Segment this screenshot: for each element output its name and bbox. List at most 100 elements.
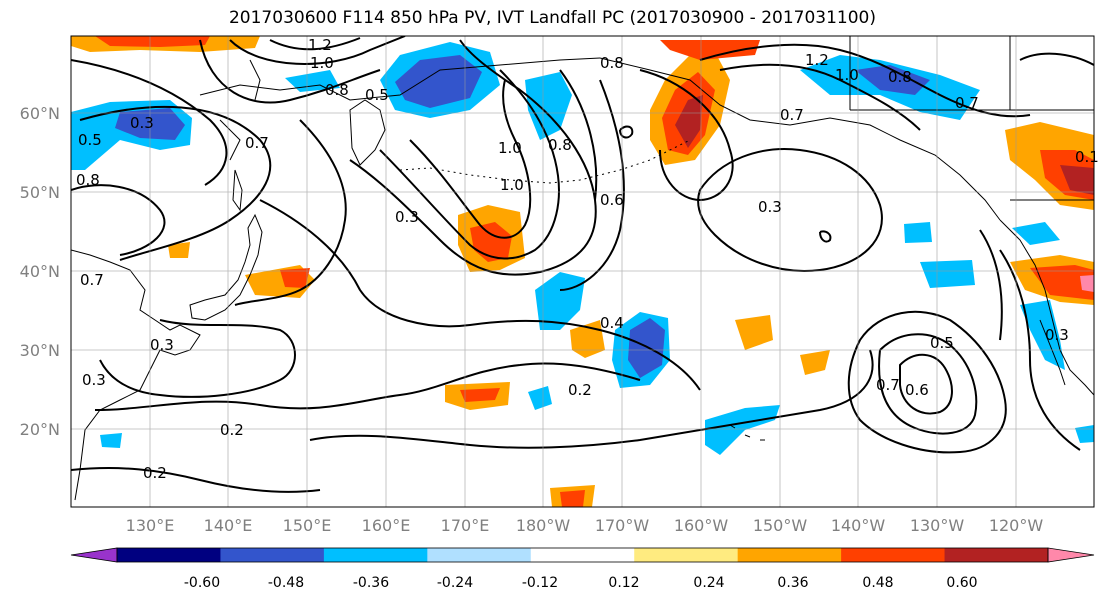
- lat-label: 60°N: [20, 104, 60, 123]
- lon-label: 130°W: [910, 516, 965, 535]
- positive-anomaly-patch: [800, 350, 830, 375]
- contour-label: 0.3: [82, 371, 106, 389]
- mountain-ridge: [219, 59, 261, 161]
- colorbar-segment: [944, 548, 1049, 562]
- negative-anomaly-patch: [855, 65, 930, 95]
- colorbar-extend-low: [70, 547, 118, 563]
- colorbar-segment: [117, 548, 221, 562]
- colorbar-tick-labels: -0.60 -0.48 -0.36 -0.24 -0.12 0.12 0.24 …: [184, 575, 978, 591]
- contour-line: [559, 79, 625, 291]
- contour-line: [229, 36, 406, 65]
- negative-anomaly-patch: [628, 318, 665, 378]
- contour-label: 0.8: [888, 68, 912, 86]
- positive-anomaly-patch: [95, 36, 210, 47]
- contour-line: [719, 63, 921, 131]
- sakhalin-coastline: [232, 169, 243, 212]
- contour-label: 0.5: [365, 86, 389, 104]
- contour-line: [697, 148, 883, 272]
- contour-label: 1.0: [500, 176, 524, 194]
- contour-line: [349, 39, 597, 276]
- contour-line: [559, 69, 598, 201]
- contour-line: [309, 349, 874, 449]
- aleutian-chain: [399, 139, 691, 184]
- colorbar-segment: [530, 548, 635, 562]
- negative-anomaly-patch: [705, 405, 780, 455]
- colorbar-tick-label: -0.24: [437, 575, 473, 591]
- contour-line: [94, 362, 641, 411]
- colorbar-tick-label: -0.12: [522, 575, 558, 591]
- colorbar: [70, 547, 1095, 563]
- contour-label: 0.7: [245, 134, 269, 152]
- colorbar-frame: [116, 547, 1049, 563]
- positive-anomaly-patch: [168, 242, 190, 258]
- contour-line: [979, 229, 1003, 341]
- contour-line: [234, 119, 347, 306]
- contour-line: [1019, 52, 1094, 66]
- negative-anomaly-patch: [1012, 222, 1060, 245]
- colorbar-segment: [737, 548, 842, 562]
- lon-label: 170°E: [441, 516, 490, 535]
- contour-label: 0.6: [905, 381, 929, 399]
- contour-label: 1.2: [308, 36, 332, 54]
- contour-label: 0.2: [220, 421, 244, 439]
- contour-line: [199, 39, 381, 104]
- colorbar-tick-label: 0.12: [608, 575, 639, 591]
- contour-line: [819, 230, 832, 243]
- colorbar-tick-label: -0.60: [184, 575, 220, 591]
- asia-coastline: [71, 249, 201, 501]
- contour-line: [899, 353, 953, 415]
- colorbar-segment: [427, 548, 532, 562]
- positive-anomaly-patch: [735, 315, 773, 350]
- contour-line: [71, 59, 228, 186]
- lon-label: 160°W: [674, 516, 729, 535]
- coastline-layer: [71, 36, 1094, 501]
- contour-label: 0.8: [76, 171, 100, 189]
- contour-label: 0.6: [600, 191, 624, 209]
- map-frame: [70, 35, 1095, 508]
- baja-coastline: [1039, 319, 1066, 386]
- contour-label: 0.8: [600, 54, 624, 72]
- positive-anomaly-patch: [280, 268, 310, 288]
- contour-label: 1.0: [310, 54, 334, 72]
- lon-label: 150°E: [283, 516, 332, 535]
- negative-anomaly-patch: [535, 272, 585, 330]
- lat-label: 20°N: [20, 420, 60, 439]
- contour-line: [259, 199, 701, 391]
- contour-label: 0.8: [325, 81, 349, 99]
- contour-line: [639, 69, 734, 202]
- positive-anomaly-patch: [675, 95, 703, 148]
- contour-label: 0.5: [930, 334, 954, 352]
- contour-label: 0.1: [1075, 148, 1099, 166]
- colorbar-tick-label: 0.60: [946, 575, 977, 591]
- positive-anomaly-patch: [1080, 275, 1094, 292]
- negative-anomaly-patch: [525, 72, 572, 140]
- positive-anomaly-patch: [460, 388, 500, 402]
- contour-line: [71, 184, 166, 256]
- colorbar-tick-label: -0.48: [268, 575, 304, 591]
- contour-line: [379, 69, 560, 260]
- contour-line: [79, 105, 272, 261]
- lon-label: 120°W: [989, 516, 1044, 535]
- colorbar-segment: [220, 548, 325, 562]
- contour-label: 0.3: [758, 198, 782, 216]
- colorbar-tick-label: 0.24: [693, 575, 724, 591]
- lon-label: 140°E: [204, 516, 253, 535]
- lon-labels: 130°E 140°E 150°E 160°E 170°E 180°W 170°…: [126, 516, 1044, 535]
- contour-label: 0.7: [876, 376, 900, 394]
- contour-label: 1.0: [835, 66, 859, 84]
- colorbar-segment: [841, 548, 946, 562]
- map-title: 2017030600 F114 850 hPa PV, IVT Landfall…: [228, 8, 876, 28]
- contour-label: 0.3: [1045, 326, 1069, 344]
- contour-line: [71, 467, 321, 493]
- canada-boundary: [849, 36, 1094, 111]
- contour-line: [699, 43, 1031, 118]
- contour-label: 0.3: [395, 208, 419, 226]
- lat-label: 30°N: [20, 341, 60, 360]
- negative-anomaly-patch: [100, 433, 122, 448]
- negative-anomaly-patch: [1020, 300, 1065, 370]
- lat-labels: 60°N 50°N 40°N 30°N 20°N: [20, 104, 60, 439]
- lat-label: 40°N: [20, 262, 60, 281]
- colorbar-tick-label: -0.36: [353, 575, 389, 591]
- negative-anomaly-patch: [920, 260, 975, 288]
- negative-anomaly-patch: [904, 222, 932, 243]
